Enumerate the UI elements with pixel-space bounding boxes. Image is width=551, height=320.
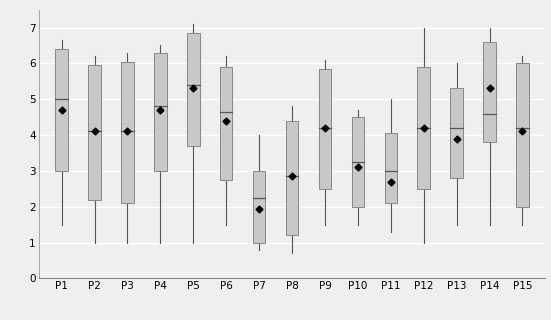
Bar <box>121 132 134 203</box>
Bar <box>88 65 101 132</box>
Bar <box>220 112 233 180</box>
Bar <box>154 106 166 171</box>
Bar <box>483 42 496 114</box>
Bar <box>220 67 233 112</box>
Bar <box>418 128 430 189</box>
Bar <box>385 133 397 171</box>
Bar <box>516 128 529 207</box>
Bar <box>286 176 298 236</box>
Bar <box>483 114 496 142</box>
Bar <box>88 132 101 200</box>
Bar <box>187 33 199 85</box>
Bar <box>253 171 266 198</box>
Bar <box>385 171 397 203</box>
Bar <box>121 61 134 132</box>
Bar <box>450 128 463 178</box>
Bar <box>516 63 529 128</box>
Bar <box>187 85 199 146</box>
Bar <box>318 69 331 128</box>
Bar <box>418 67 430 128</box>
Bar <box>352 117 364 162</box>
Bar <box>55 49 68 99</box>
Bar <box>154 52 166 106</box>
Bar <box>450 88 463 128</box>
Bar <box>318 128 331 189</box>
Bar <box>55 99 68 171</box>
Bar <box>352 162 364 207</box>
Bar <box>286 121 298 176</box>
Bar <box>253 198 266 243</box>
